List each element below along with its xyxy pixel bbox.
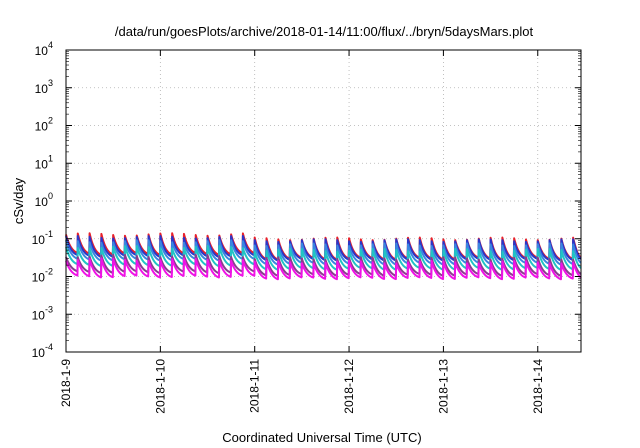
y-tick-exponent: -2 (45, 267, 53, 277)
y-tick-label: 104 (35, 40, 53, 58)
x-tick-label: 2018-1-9 (59, 359, 73, 407)
y-tick-label: 102 (35, 116, 53, 134)
x-tick-label: 2018-1-12 (342, 359, 356, 414)
plot-frame (65, 49, 582, 353)
y-tick-exponent: 2 (48, 116, 53, 126)
y-tick-label: 100 (35, 191, 53, 209)
y-tick-base: 10 (35, 44, 49, 58)
x-tick-label: 2018-1-14 (531, 359, 545, 414)
flux-series-line (65, 257, 582, 281)
y-tick-base: 10 (35, 157, 49, 171)
y-tick-exponent: 4 (48, 40, 53, 50)
x-tick-label: 2018-1-10 (153, 359, 167, 414)
y-tick-exponent: 3 (48, 78, 53, 88)
y-tick-label: 103 (35, 78, 53, 96)
x-tick-label: 2018-1-11 (248, 359, 262, 413)
y-tick-exponent: 1 (48, 153, 53, 163)
y-tick-base: 10 (32, 233, 46, 247)
y-tick-exponent: -4 (45, 342, 53, 352)
y-tick-exponent: 0 (48, 191, 53, 201)
y-tick-base: 10 (35, 195, 49, 209)
x-axis-label: Coordinated Universal Time (UTC) (222, 430, 421, 445)
y-tick-label: 10-3 (32, 304, 53, 322)
y-tick-label: 10-4 (32, 342, 53, 360)
chart-title: /data/run/goesPlots/archive/2018-01-14/1… (115, 24, 534, 39)
y-tick-base: 10 (35, 82, 49, 96)
y-tick-label: 10-2 (32, 267, 53, 285)
series-group (65, 232, 582, 281)
x-tick-label: 2018-1-13 (436, 359, 450, 414)
y-tick-base: 10 (32, 308, 46, 322)
y-tick-base: 10 (32, 271, 46, 285)
y-tick-base: 10 (32, 346, 46, 360)
y-tick-exponent: -1 (45, 229, 53, 239)
x-axis: 2018-1-9 2018-1-10 2018-1-11 2018-1-12 2018-… (59, 50, 545, 414)
y-tick-label: 10-1 (32, 229, 53, 247)
y-tick-label: 101 (35, 153, 53, 171)
y-tick-exponent: -3 (45, 304, 53, 314)
y-axis-label: cSv/day (11, 177, 26, 224)
y-tick-base: 10 (35, 120, 49, 134)
grid (66, 50, 581, 352)
